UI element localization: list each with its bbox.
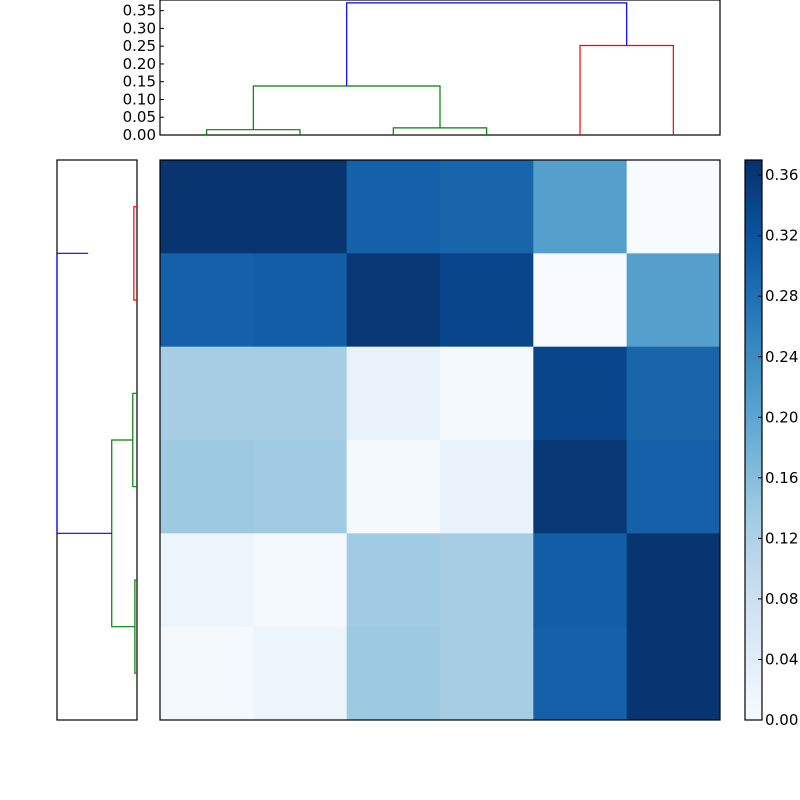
heatmap-cell-r0-c0: [160, 160, 254, 254]
left-dendrogram-link-3: [111, 439, 135, 628]
heatmap-cell-r1-c4: [533, 253, 628, 348]
heatmap-cell-r3-c3: [440, 440, 534, 534]
colorbar-tick-label: 0.24: [765, 348, 798, 366]
heatmap-cell-r0-c4: [533, 160, 628, 254]
colorbar-tick-label: 0.08: [765, 590, 798, 608]
top-dendrogram-tick-label: 0.25: [123, 37, 156, 55]
heatmap-cell-r3-c4: [533, 440, 628, 534]
top-dendrogram-tick-label: 0.10: [123, 90, 156, 108]
top-dendrogram-tick-label: 0.35: [123, 2, 156, 20]
top-dendrogram-link-0: [206, 129, 301, 135]
heatmap-cell-r1-c0: [160, 253, 254, 348]
left-dendrogram-link-1: [132, 392, 137, 488]
colorbar-tick-label: 0.32: [765, 227, 798, 245]
top-dendrogram-link-4: [346, 2, 628, 86]
top-dendrogram-tick-label: 0.30: [123, 19, 156, 37]
top-dendrogram-link-3: [579, 44, 674, 135]
heatmap-cell-r2-c5: [626, 346, 721, 441]
top-dendrogram-tick-label: 0.00: [123, 126, 156, 144]
heatmap-cell-r4-c3: [440, 533, 534, 628]
top-dendrogram-tick-label: 0.05: [123, 108, 156, 126]
heatmap-cell-r5-c2: [346, 626, 441, 721]
heatmap-cell-r1-c3: [440, 253, 534, 348]
left-dendrogram-link-0: [133, 206, 137, 301]
heatmap-cell-r2-c4: [533, 346, 628, 441]
heatmap-cell-r2-c3: [440, 346, 534, 441]
left-dendrogram-link-4: [56, 252, 112, 534]
heatmap-cell-r5-c0: [160, 626, 254, 721]
heatmap-cell-r0-c5: [626, 160, 721, 254]
colorbar: [744, 159, 763, 721]
heatmap-frame: [159, 159, 721, 721]
heatmap-cell-r3-c1: [253, 440, 348, 534]
colorbar-tick-label: 0.28: [765, 287, 798, 305]
colorbar-tick-label: 0.04: [765, 650, 798, 668]
heatmap-cell-r4-c0: [160, 533, 254, 628]
heatmap-cell-r4-c1: [253, 533, 348, 628]
heatmap-cell-r1-c1: [253, 253, 348, 348]
heatmap-cell-r4-c5: [626, 533, 721, 628]
colorbar-tick-label: 0.12: [765, 529, 798, 547]
top-dendrogram-tick-label: 0.15: [123, 73, 156, 91]
heatmap-cell-r3-c2: [346, 440, 441, 534]
colorbar-tick-label: 0.20: [765, 408, 798, 426]
heatmap-cell-r5-c4: [533, 626, 628, 721]
colorbar-tick-label: 0.36: [765, 166, 798, 184]
heatmap-cell-r1-c5: [626, 253, 721, 348]
heatmap-cell-r4-c2: [346, 533, 441, 628]
heatmap-cell-r5-c5: [626, 626, 721, 721]
heatmap-cell-r3-c5: [626, 440, 721, 534]
heatmap-cell-r3-c0: [160, 440, 254, 534]
heatmap-cell-r2-c0: [160, 346, 254, 441]
top-dendrogram-link-2: [252, 85, 441, 130]
heatmap-cell-r2-c1: [253, 346, 348, 441]
heatmap-cell-r0-c3: [440, 160, 534, 254]
top-dendrogram-frame: [159, 0, 721, 136]
heatmap-cell-r0-c2: [346, 160, 441, 254]
heatmap-cell-r5-c1: [253, 626, 348, 721]
heatmap-cell-r0-c1: [253, 160, 348, 254]
colorbar-tick-label: 0.16: [765, 469, 798, 487]
heatmap-cell-r5-c3: [440, 626, 534, 721]
heatmap-cell-r2-c2: [346, 346, 441, 441]
heatmap-cell-r1-c2: [346, 253, 441, 348]
top-dendrogram-link-1: [392, 127, 488, 135]
top-dendrogram-tick-label: 0.20: [123, 55, 156, 73]
heatmap-cell-r4-c4: [533, 533, 628, 628]
colorbar-tick-label: 0.00: [765, 711, 798, 729]
